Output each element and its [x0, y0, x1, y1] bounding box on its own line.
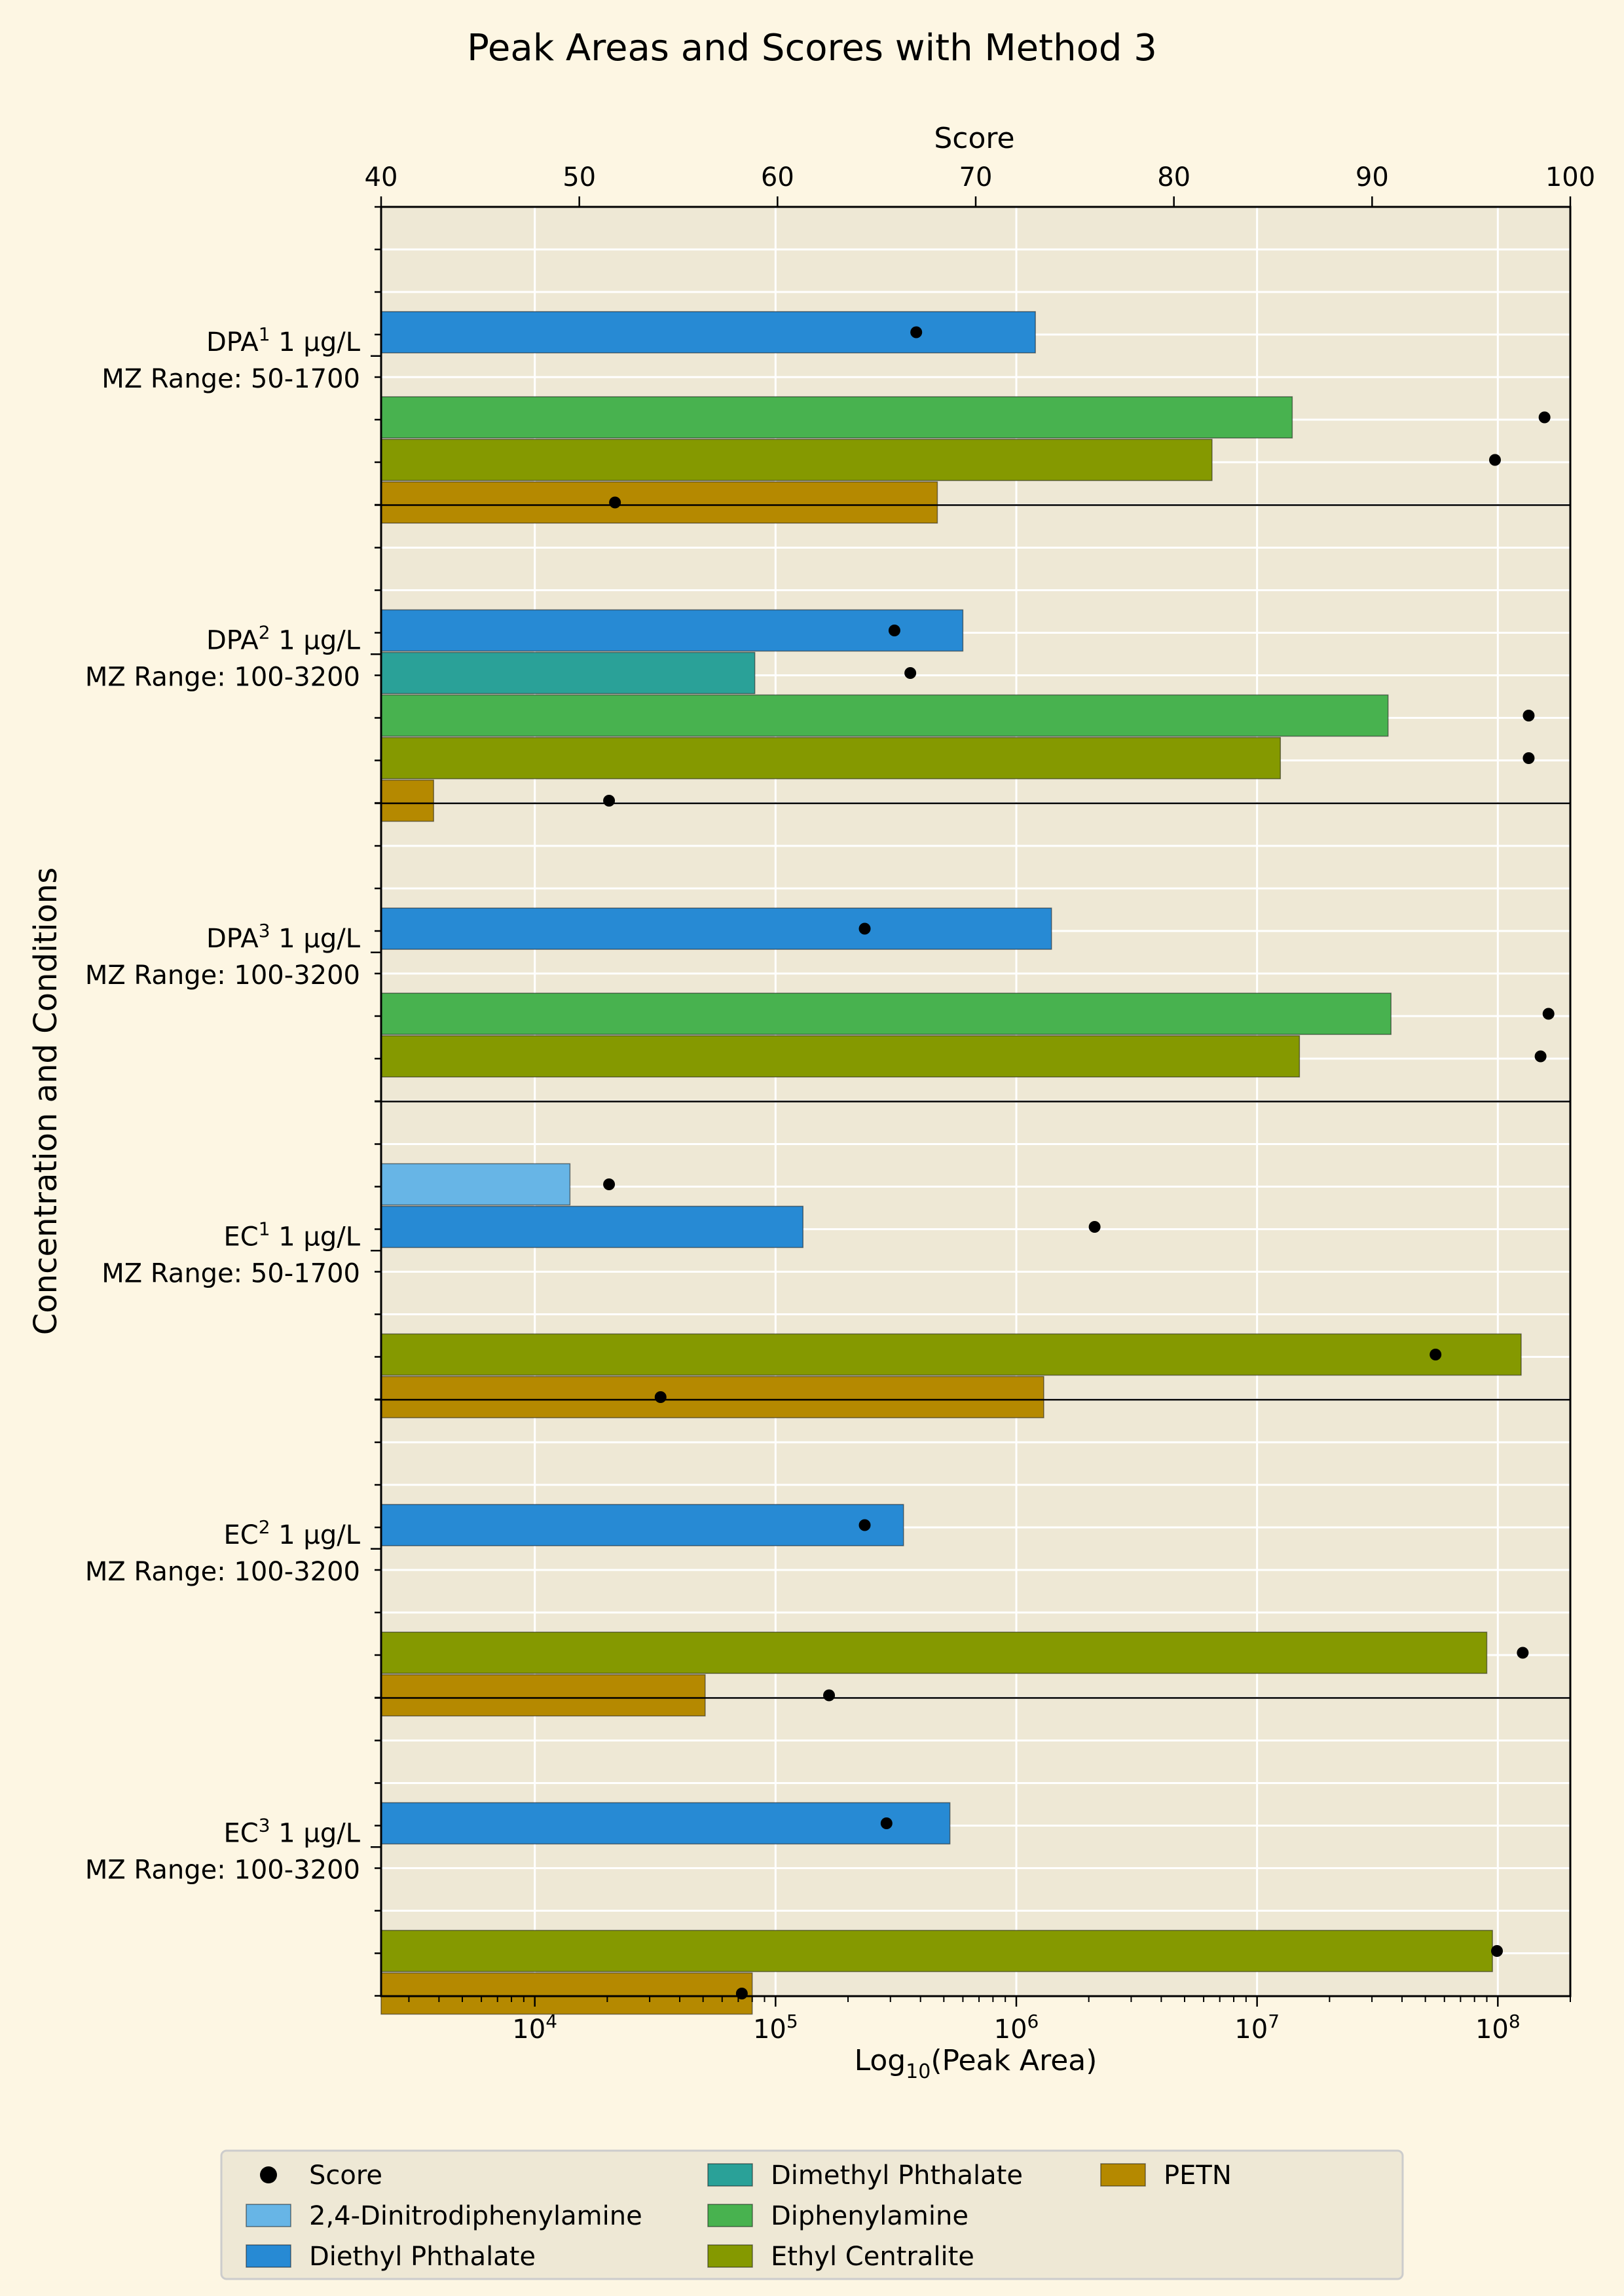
score-dot [1534, 1050, 1547, 1063]
axes-layer: DPA1 1 μg/L MZ Range: 50-1700 DPA2 1 μg/L M… [85, 162, 1595, 2045]
bars-layer [380, 311, 1522, 2015]
legend-swatch [707, 2244, 753, 2268]
group-label: DPA1 1 μg/L [206, 323, 361, 357]
legend-swatch [246, 2204, 291, 2227]
group-range-label: MZ Range: 100-3200 [85, 960, 360, 991]
group-label: EC1 1 μg/L [223, 1218, 360, 1252]
legend-label: PETN [1164, 2160, 1232, 2191]
bar [380, 1802, 951, 1845]
score-tick-label: 100 [1545, 162, 1595, 192]
x-tick-label: 107 [1234, 2011, 1280, 2045]
bar [380, 1035, 1301, 1078]
bar [380, 907, 1052, 950]
legend-swatch [246, 2244, 291, 2268]
group-range-label: MZ Range: 100-3200 [85, 662, 360, 692]
score-tick-label: 50 [563, 162, 596, 192]
legend-label: 2,4-Dinitrodiphenylamine [309, 2201, 642, 2231]
score-tick-label: 80 [1157, 162, 1190, 192]
bar [380, 1972, 753, 2015]
score-dot [1522, 710, 1535, 721]
group-range-label: MZ Range: 50-1700 [101, 364, 360, 394]
bar [380, 481, 938, 524]
score-tick-label: 40 [365, 162, 398, 192]
group-range-label: MZ Range: 100-3200 [85, 1557, 360, 1587]
legend-label: Score [309, 2160, 382, 2191]
score-tick-label: 60 [761, 162, 794, 192]
bar [380, 1163, 571, 1206]
bar [380, 1631, 1488, 1674]
score-dot [609, 496, 621, 509]
bar [380, 1376, 1044, 1419]
legend-swatch [707, 2204, 753, 2227]
score-dot [654, 1391, 667, 1403]
bar [380, 396, 1293, 439]
score-dot [1522, 752, 1535, 764]
score-tick-label: 70 [959, 162, 993, 192]
x-axis-label: Log10(Peak Area) [855, 2044, 1098, 2083]
bar [380, 779, 434, 822]
group-range-label: MZ Range: 50-1700 [101, 1258, 360, 1288]
score-dot [1538, 411, 1551, 424]
score-dot [910, 326, 923, 338]
bar [380, 311, 1036, 354]
score-dot [603, 1178, 616, 1190]
legend-label: Diethyl Phthalate [309, 2242, 536, 2272]
bar [380, 651, 756, 695]
score-dot [888, 625, 900, 636]
score-dot [1088, 1221, 1101, 1233]
group-label: EC3 1 μg/L [223, 1814, 360, 1848]
group-label: DPA3 1 μg/L [206, 920, 361, 954]
score-dot [904, 667, 917, 679]
bar [380, 993, 1392, 1035]
bar [380, 1504, 904, 1546]
score-dot [603, 795, 616, 807]
bar [380, 1929, 1493, 1973]
bar [380, 439, 1213, 481]
legend-swatch [1100, 2163, 1146, 2187]
score-dot [880, 1817, 893, 1829]
score-dot [1542, 1008, 1555, 1020]
x-tick-label: 106 [994, 2011, 1039, 2045]
legend-marker-score [260, 2166, 277, 2183]
score-dot [1491, 1945, 1504, 1957]
score-dot [858, 1519, 871, 1531]
x-tick-label: 105 [753, 2011, 798, 2045]
score-dot [1517, 1647, 1529, 1659]
bar [380, 1333, 1522, 1376]
bar [380, 1205, 803, 1248]
score-dot [1430, 1349, 1442, 1360]
x-tick-label: 104 [512, 2011, 557, 2045]
bar [380, 694, 1389, 737]
legend-swatch [707, 2163, 753, 2187]
legend-label: Ethyl Centralite [771, 2242, 974, 2272]
score-dot [1488, 454, 1501, 466]
score-dot [858, 922, 871, 935]
chart-title: Peak Areas and Scores with Method 3 [467, 27, 1157, 69]
y-axis-label: Concentration and Conditions [28, 867, 64, 1335]
x-tick-label: 108 [1475, 2011, 1521, 2045]
bar [380, 609, 964, 652]
legend-label: Diphenylamine [771, 2201, 969, 2231]
score-tick-label: 90 [1356, 162, 1389, 192]
score-dot [823, 1689, 836, 1702]
group-range-label: MZ Range: 100-3200 [85, 1855, 360, 1885]
bar [380, 1674, 706, 1717]
legend-label: Dimethyl Phthalate [771, 2160, 1023, 2191]
group-label: EC2 1 μg/L [223, 1516, 360, 1550]
score-axis-label: Score [934, 122, 1014, 155]
legend: Score 2,4-Dinitrodiphenylamine Diethyl Pht… [220, 2149, 1404, 2280]
group-label: DPA2 1 μg/L [206, 621, 361, 655]
bar [380, 737, 1282, 780]
score-dots-layer [603, 326, 1555, 1999]
